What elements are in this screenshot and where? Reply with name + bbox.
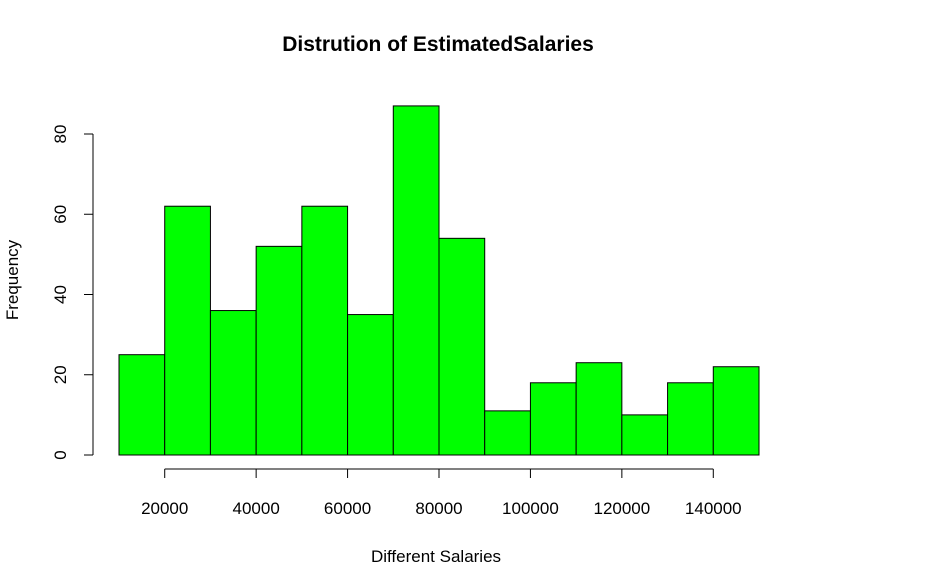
x-tick-label: 20000 <box>141 499 188 518</box>
histogram-bar <box>712 366 760 456</box>
histogram-bar <box>118 354 166 456</box>
histogram-bar <box>667 382 714 456</box>
y-tick-label: 0 <box>51 450 70 459</box>
x-tick-label: 80000 <box>415 499 462 518</box>
y-axis-label: Frequency <box>3 239 22 320</box>
histogram-bar <box>347 314 394 456</box>
y-tick-label: 20 <box>51 365 70 384</box>
x-tick-label: 120000 <box>593 499 650 518</box>
histogram-bar <box>209 310 257 456</box>
chart-title: Distrution of EstimatedSalaries <box>282 33 594 56</box>
histogram-bar <box>575 362 623 456</box>
histogram-bar <box>621 414 669 456</box>
histogram-bar <box>301 205 349 456</box>
x-tick-label: 100000 <box>502 499 559 518</box>
y-axis: 0 20 40 60 80 <box>51 125 94 460</box>
y-tick-label: 40 <box>51 285 70 304</box>
histogram-bar <box>484 410 531 456</box>
bars-group <box>118 105 760 456</box>
y-tick-label: 80 <box>51 125 70 144</box>
x-tick-label: 40000 <box>233 499 280 518</box>
histogram-bar <box>255 245 303 456</box>
histogram-bar <box>164 205 211 456</box>
x-tick-label: 140000 <box>685 499 742 518</box>
histogram-bar <box>438 237 486 456</box>
histogram-bar <box>529 382 577 456</box>
histogram-bar <box>392 105 440 456</box>
y-tick-label: 60 <box>51 205 70 224</box>
x-tick-label: 60000 <box>324 499 371 518</box>
x-axis: 20000 40000 60000 80000 100000 120000 140000 <box>141 468 742 518</box>
x-axis-label: Different Salaries <box>371 547 501 566</box>
